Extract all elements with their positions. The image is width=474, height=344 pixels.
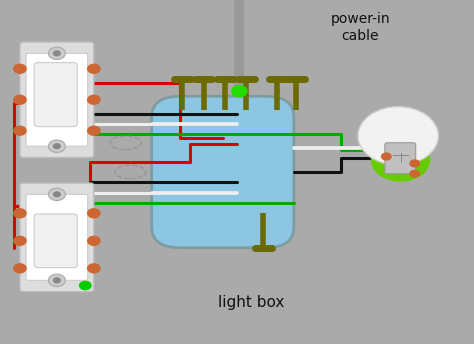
FancyBboxPatch shape bbox=[385, 143, 416, 174]
Circle shape bbox=[88, 236, 100, 245]
Circle shape bbox=[80, 281, 91, 290]
Text: power-in
cable: power-in cable bbox=[330, 12, 390, 43]
Circle shape bbox=[358, 107, 438, 165]
Circle shape bbox=[410, 170, 419, 177]
Circle shape bbox=[410, 160, 419, 167]
Circle shape bbox=[14, 264, 26, 273]
Circle shape bbox=[48, 274, 65, 287]
Circle shape bbox=[14, 95, 26, 104]
Circle shape bbox=[88, 264, 100, 273]
Circle shape bbox=[14, 209, 26, 218]
FancyBboxPatch shape bbox=[152, 96, 294, 248]
FancyBboxPatch shape bbox=[20, 42, 94, 158]
Circle shape bbox=[88, 209, 100, 218]
Circle shape bbox=[14, 64, 26, 73]
Circle shape bbox=[48, 140, 65, 152]
Circle shape bbox=[232, 86, 247, 97]
Circle shape bbox=[48, 188, 65, 201]
FancyBboxPatch shape bbox=[34, 63, 77, 127]
Circle shape bbox=[88, 64, 100, 73]
Circle shape bbox=[14, 236, 26, 245]
Text: light box: light box bbox=[218, 295, 284, 310]
Circle shape bbox=[54, 51, 60, 56]
Circle shape bbox=[54, 192, 60, 197]
Circle shape bbox=[54, 144, 60, 149]
FancyBboxPatch shape bbox=[26, 53, 88, 146]
Circle shape bbox=[14, 126, 26, 135]
Circle shape bbox=[54, 278, 60, 283]
FancyBboxPatch shape bbox=[34, 214, 77, 268]
Circle shape bbox=[48, 47, 65, 60]
Circle shape bbox=[88, 95, 100, 104]
Circle shape bbox=[372, 139, 429, 181]
FancyBboxPatch shape bbox=[20, 183, 94, 292]
Circle shape bbox=[382, 153, 391, 160]
FancyBboxPatch shape bbox=[26, 194, 88, 280]
Circle shape bbox=[88, 126, 100, 135]
